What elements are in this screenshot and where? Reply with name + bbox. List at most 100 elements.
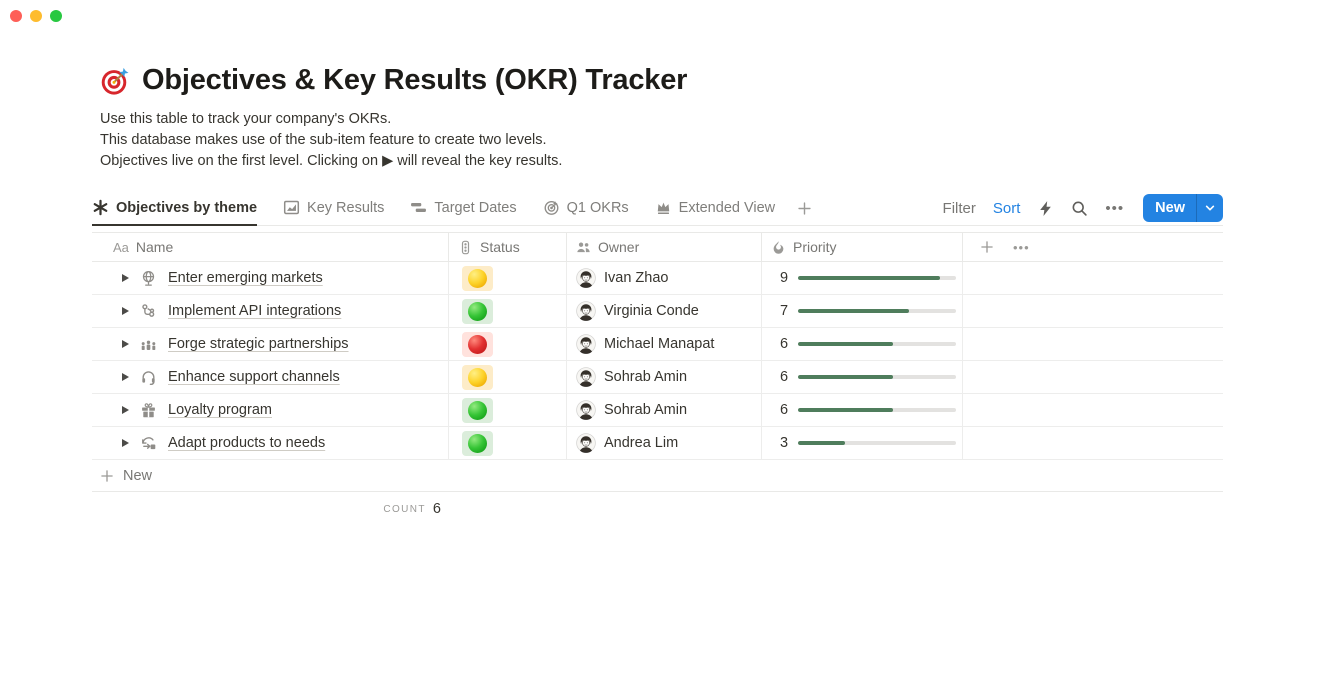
owner-cell[interactable]: Virginia Conde (567, 295, 762, 327)
avatar (576, 367, 596, 387)
people-icon (576, 240, 591, 255)
search-icon[interactable] (1071, 200, 1088, 217)
status-chip[interactable] (462, 364, 493, 390)
status-dot-icon (468, 334, 487, 354)
name-cell[interactable]: Implement API integrations (92, 295, 449, 327)
name-cell[interactable]: Enter emerging markets (92, 262, 449, 294)
expand-caret-icon[interactable] (122, 340, 129, 348)
column-header-owner[interactable]: Owner (567, 233, 762, 261)
table-row[interactable]: Enter emerging markets Ivan Zhao 9 (92, 262, 1223, 295)
priority-cell[interactable]: 3 (762, 427, 963, 459)
view-tab-label: Objectives by theme (116, 199, 258, 216)
status-cell[interactable] (449, 262, 567, 294)
status-cell[interactable] (449, 295, 567, 327)
expand-caret-icon[interactable] (122, 307, 129, 315)
group-icon (140, 336, 157, 353)
column-label: Owner (598, 239, 640, 255)
view-tab-q1-okrs[interactable]: Q1 OKRs (543, 192, 629, 226)
name-cell[interactable]: Loyalty program (92, 394, 449, 426)
status-chip[interactable] (462, 397, 493, 423)
priority-cell[interactable]: 7 (762, 295, 963, 327)
column-header-name[interactable]: Aa Name (92, 233, 449, 261)
zoom-button[interactable] (50, 10, 62, 22)
priority-cell[interactable]: 9 (762, 262, 963, 294)
table-row[interactable]: Loyalty program Sohrab Amin 6 (92, 394, 1223, 427)
status-chip[interactable] (462, 331, 493, 357)
window-controls (10, 10, 62, 22)
row-title[interactable]: Loyalty program (168, 402, 272, 418)
add-view-button[interactable] (797, 201, 812, 216)
more-icon[interactable]: ••• (1105, 199, 1125, 217)
count-label: COUNT (383, 503, 426, 515)
owner-cell[interactable]: Andrea Lim (567, 427, 762, 459)
status-dot-icon (468, 400, 487, 420)
expand-caret-icon[interactable] (122, 373, 129, 381)
priority-cell[interactable]: 6 (762, 394, 963, 426)
target-dart-icon (100, 65, 132, 97)
row-title[interactable]: Forge strategic partnerships (168, 336, 349, 352)
table-row[interactable]: Enhance support channels Sohrab Amin 6 (92, 361, 1223, 394)
view-tab-objectives-by-theme[interactable]: Objectives by theme (92, 192, 258, 226)
priority-cell[interactable]: 6 (762, 328, 963, 360)
owner-cell[interactable]: Sohrab Amin (567, 361, 762, 393)
gift-icon (140, 402, 157, 419)
table-header: Aa Name Status Owner Priority ••• (92, 232, 1223, 262)
table-row[interactable]: Implement API integrations Virginia Cond… (92, 295, 1223, 328)
expand-caret-icon[interactable] (122, 406, 129, 414)
priority-cell[interactable]: 6 (762, 361, 963, 393)
owner-cell[interactable]: Sohrab Amin (567, 394, 762, 426)
name-cell[interactable]: Enhance support channels (92, 361, 449, 393)
column-header-priority[interactable]: Priority (762, 233, 963, 261)
priority-bar-fill (798, 341, 893, 347)
new-button-label[interactable]: New (1155, 200, 1185, 216)
description-line: This database makes use of the sub-item … (100, 132, 547, 148)
minimize-button[interactable] (30, 10, 42, 22)
status-dot-icon (468, 433, 487, 453)
avatar (576, 334, 596, 354)
priority-value: 7 (780, 303, 789, 319)
new-button[interactable]: New (1143, 194, 1223, 222)
priority-bar (798, 374, 956, 380)
close-button[interactable] (10, 10, 22, 22)
view-tab-key-results[interactable]: Key Results (283, 192, 384, 226)
count-aggregate[interactable]: COUNT 6 (92, 492, 449, 526)
status-chip[interactable] (462, 298, 493, 324)
table-row[interactable]: Forge strategic partnerships Michael Man… (92, 328, 1223, 361)
row-title[interactable]: Implement API integrations (168, 303, 342, 319)
extra-cell (963, 295, 1223, 327)
add-column-icon[interactable] (980, 240, 994, 254)
status-chip[interactable] (462, 265, 493, 291)
row-title[interactable]: Adapt products to needs (168, 435, 326, 451)
extra-cell (963, 427, 1223, 459)
expand-caret-icon[interactable] (122, 274, 129, 282)
row-title[interactable]: Enhance support channels (168, 369, 340, 385)
status-cell[interactable] (449, 328, 567, 360)
chevron-down-icon[interactable] (1196, 194, 1223, 222)
column-header-extra: ••• (963, 233, 1223, 261)
filter-button[interactable]: Filter (942, 199, 976, 217)
view-tab-label: Q1 OKRs (566, 199, 629, 216)
name-cell[interactable]: Forge strategic partnerships (92, 328, 449, 360)
status-chip[interactable] (462, 430, 493, 456)
owner-name: Sohrab Amin (604, 402, 688, 418)
name-cell[interactable]: Adapt products to needs (92, 427, 449, 459)
status-cell[interactable] (449, 361, 567, 393)
owner-cell[interactable]: Michael Manapat (567, 328, 762, 360)
view-tab-extended-view[interactable]: Extended View (655, 192, 775, 226)
expand-caret-icon[interactable] (122, 439, 129, 447)
owner-name: Sohrab Amin (604, 369, 688, 385)
status-cell[interactable] (449, 394, 567, 426)
more-icon[interactable]: ••• (1013, 239, 1030, 255)
status-dot-icon (468, 301, 487, 321)
trafficlight-icon (458, 240, 473, 255)
okr-tracker-page: Objectives & Key Results (OKR) Tracker U… (92, 60, 1223, 526)
status-cell[interactable] (449, 427, 567, 459)
column-header-status[interactable]: Status (449, 233, 567, 261)
new-row-button[interactable]: New (92, 460, 1223, 492)
row-title[interactable]: Enter emerging markets (168, 270, 323, 286)
sort-button[interactable]: Sort (992, 199, 1021, 217)
lightning-icon[interactable] (1037, 200, 1054, 217)
view-tab-target-dates[interactable]: Target Dates (410, 192, 517, 226)
owner-cell[interactable]: Ivan Zhao (567, 262, 762, 294)
table-row[interactable]: Adapt products to needs Andrea Lim 3 (92, 427, 1223, 460)
